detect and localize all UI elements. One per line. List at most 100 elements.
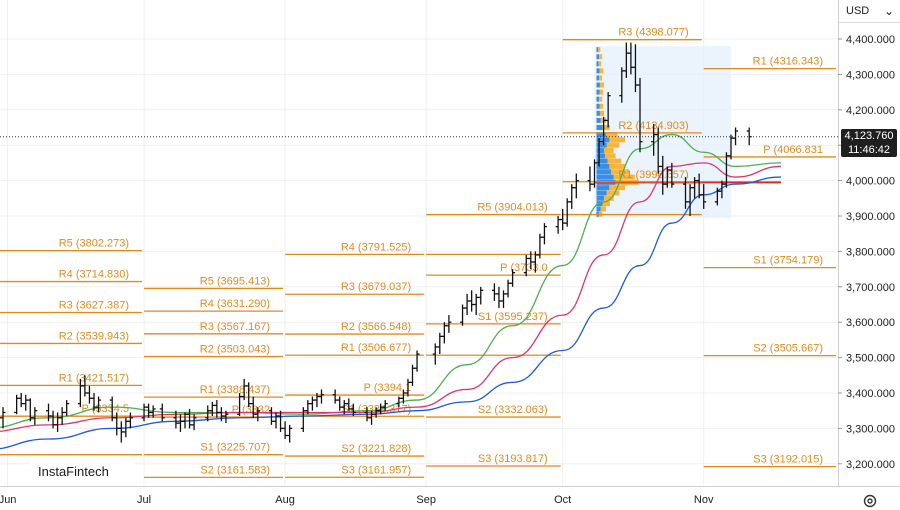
- volume-bar-up: [596, 148, 605, 154]
- candle: [182, 412, 188, 429]
- candle: [118, 421, 124, 443]
- pivot-label-s3: S3 (3192.015): [753, 454, 823, 466]
- volume-bar-down: [598, 61, 602, 67]
- pivot-label-s2: S2 (3505.667): [753, 343, 823, 355]
- volume-bar-down: [599, 110, 605, 116]
- volume-bar-down: [606, 142, 620, 148]
- pivot-label-s2: S2 (3161.583): [200, 464, 270, 476]
- candle: [282, 421, 288, 440]
- candle: [18, 393, 24, 408]
- volume-bar-up: [596, 125, 603, 130]
- pivot-label-r1: R1 (3421.517): [59, 372, 129, 384]
- volume-bar-down: [604, 148, 614, 154]
- pivot-label-s1: S1 (3595.237): [478, 311, 548, 323]
- candle: [701, 184, 707, 209]
- price-tick-label: 3,900.000: [846, 211, 895, 223]
- volume-bar-up: [596, 89, 600, 95]
- candle: [496, 286, 502, 309]
- pivot-label-r2: R2 (3539.943): [59, 330, 129, 342]
- candle: [605, 92, 611, 128]
- last-price-value: 4,123.760: [844, 130, 894, 142]
- candle: [223, 410, 229, 424]
- candle: [382, 400, 388, 411]
- candle: [150, 405, 156, 418]
- price-tick-label: 3,500.000: [846, 353, 895, 365]
- pivot-label-r2: R2 (3566.548): [341, 321, 411, 333]
- time-tick-label: Jul: [137, 494, 151, 506]
- candle: [637, 77, 643, 153]
- time-axis[interactable]: Jun Jul Aug Sep Oct Nov: [0, 494, 714, 506]
- currency-select[interactable]: USD ⌄: [839, 0, 900, 23]
- pivot-label-s3: S3 (3193.817): [478, 453, 548, 465]
- volume-bar-down: [606, 190, 620, 196]
- price-tick-label: 3,400.000: [846, 388, 895, 400]
- candle: [469, 290, 475, 312]
- volume-bar-down: [611, 169, 629, 175]
- pivot-label-r4: R4 (3631.290): [200, 298, 270, 310]
- price-tick-label: 3,600.000: [846, 317, 895, 329]
- candle: [437, 332, 443, 355]
- chevron-down-icon: ⌄: [883, 4, 894, 18]
- volume-bar-down: [609, 137, 626, 143]
- pivot-label-r2: R2 (3503.043): [200, 344, 270, 356]
- pivot-label-r3: R3 (3567.167): [200, 321, 270, 333]
- volume-bar-up: [596, 201, 603, 207]
- volume-bar-up: [596, 137, 610, 143]
- time-tick-label: Aug: [275, 494, 295, 506]
- pivot-label-s2: S2 (3221.828): [341, 443, 411, 455]
- candle: [209, 401, 215, 417]
- candle: [410, 364, 415, 386]
- pivot-label-s2: S2 (3332.063): [478, 404, 548, 416]
- time-tick-label: Sep: [416, 494, 436, 506]
- last-price-tag: 4,123.760 11:46:42: [841, 129, 897, 157]
- pivot-label-r1: R1 (3506.677): [341, 342, 411, 354]
- price-tick-label: 4,400.000: [846, 34, 895, 46]
- candle: [218, 407, 224, 422]
- volume-bar-down: [602, 201, 610, 207]
- pivot-label-s3: S3 (3161.957): [341, 464, 411, 476]
- volume-bar-up: [596, 96, 600, 102]
- volume-bar-up: [596, 195, 605, 201]
- pivot-label-r1: R1 (4316.343): [753, 56, 823, 68]
- price-tick-label: 3,300.000: [846, 423, 895, 435]
- gear-icon[interactable]: [862, 493, 878, 509]
- candle: [501, 290, 506, 309]
- candle: [96, 396, 102, 413]
- candle: [127, 412, 133, 429]
- pivot-label-p: P (3334.5: [82, 403, 130, 415]
- candle: [541, 223, 547, 245]
- candle: [27, 398, 33, 422]
- candle: [332, 389, 338, 404]
- moving-average-line: [0, 133, 782, 428]
- time-tick-label: Jun: [0, 494, 16, 506]
- time-tick-label: Nov: [694, 494, 714, 506]
- volume-profile: [594, 46, 782, 218]
- candle: [141, 403, 147, 422]
- grid-lines: [0, 0, 838, 486]
- price-tick-label: 3,200.000: [846, 459, 895, 471]
- pivot-label-r3: R3 (4398.077): [618, 27, 688, 39]
- candle: [50, 410, 56, 429]
- pivot-label-r4: R4 (3791.525): [341, 241, 411, 253]
- volume-bar-up: [596, 110, 600, 116]
- volume-bar-up: [596, 174, 614, 180]
- candle: [64, 400, 70, 417]
- price-axis[interactable]: 4,400.0004,300.0004,200.0004,100.0004,00…: [838, 34, 895, 471]
- candle: [446, 315, 452, 333]
- volume-bar-down: [605, 153, 616, 159]
- pivot-label-s1: S1 (3225.707): [200, 442, 270, 454]
- pivot-label-s1: S1 (3754.179): [753, 255, 823, 267]
- price-tick-label: 4,000.000: [846, 176, 895, 188]
- candle: [505, 279, 511, 298]
- candle: [573, 173, 579, 199]
- candle: [587, 166, 593, 192]
- candle: [173, 410, 179, 429]
- candle: [432, 343, 438, 365]
- candle: [214, 400, 220, 418]
- price-tick-label: 4,300.000: [846, 69, 895, 81]
- volume-bar-down: [613, 174, 635, 180]
- volume-bar-up: [596, 75, 600, 81]
- pivot-label-r5: R5 (3802.273): [59, 238, 129, 250]
- moving-average-line: [0, 176, 782, 450]
